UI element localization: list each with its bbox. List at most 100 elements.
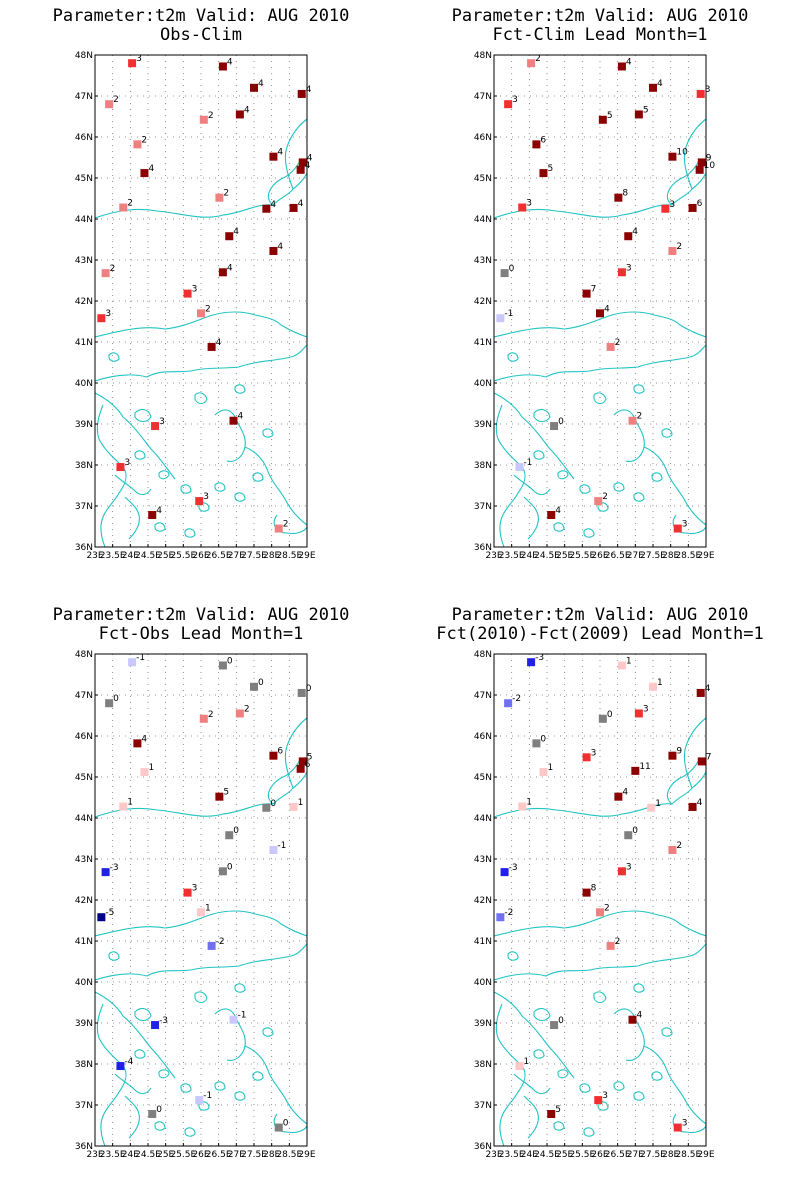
station-marker: 8 (614, 189, 628, 202)
lon-tick-label: 26E (591, 1150, 608, 1160)
station-square (274, 1123, 283, 1132)
station-square (297, 688, 306, 697)
station-marker: 6 (296, 760, 311, 773)
lat-tick-label: 48N (474, 650, 492, 660)
station-marker: 5 (598, 111, 613, 124)
station-marker: 9 (697, 153, 712, 167)
station-marker: -1 (496, 309, 513, 323)
station-square (235, 709, 244, 718)
station-marker: 5 (215, 788, 229, 801)
station-value-label: 6 (540, 135, 546, 145)
lat-tick-label: 39N (474, 420, 492, 430)
station-marker: -3 (527, 653, 544, 667)
station-square (617, 661, 626, 670)
station-square (269, 751, 278, 760)
station-marker: 1 (539, 763, 553, 777)
station-square (696, 89, 705, 98)
lat-tick-label: 36N (474, 543, 492, 553)
station-marker: 1 (140, 763, 154, 777)
lon-ticks: 23E23.5E24E24.5E25E25.5E26E26.5E27E27.5E… (485, 1143, 715, 1160)
station-square (518, 203, 527, 212)
station-square (673, 1123, 682, 1132)
lat-tick-label: 48N (75, 51, 93, 61)
station-square (518, 802, 527, 811)
station-marker: 4 (229, 412, 244, 425)
coastline (494, 717, 706, 1146)
station-marker: 4 (218, 57, 233, 71)
station-value-label: 4 (697, 798, 703, 808)
lat-tick-label: 44N (75, 215, 93, 225)
station-value-label: 2 (283, 520, 289, 530)
station-value-label: -2 (512, 694, 521, 704)
station-square (289, 203, 298, 212)
station-marker: 2 (119, 199, 133, 212)
station-square (527, 658, 536, 667)
station-value-label: 2 (535, 54, 541, 64)
station-marker: -2 (496, 908, 513, 922)
station-square (649, 682, 657, 691)
station-square (296, 764, 305, 773)
station-square (550, 1021, 559, 1030)
lon-tick-label: 23.5E (499, 1150, 525, 1160)
lat-tick-label: 47N (75, 691, 93, 701)
station-marker: 11 (631, 762, 651, 775)
station-value-label: 4 (258, 79, 264, 89)
station-value-label: -1 (238, 1011, 247, 1021)
station-marker: 0 (105, 694, 119, 708)
station-square (628, 1015, 637, 1024)
station-square (269, 845, 278, 854)
station-value-label: -1 (277, 841, 286, 851)
station-marker: 4 (269, 242, 283, 255)
station-square (606, 941, 615, 950)
station-value-label: 0 (283, 1119, 289, 1129)
lat-tick-label: 37N (75, 1101, 93, 1111)
station-value-label: 0 (632, 826, 638, 836)
station-square (668, 246, 677, 255)
station-square (614, 792, 623, 801)
station-square (207, 342, 216, 351)
station-value-label: 4 (148, 164, 154, 174)
station-marker: 2 (668, 841, 682, 854)
station-value-label: 2 (208, 111, 214, 121)
station-marker: 3 (594, 1091, 608, 1105)
lon-tick-label: 24E (521, 551, 538, 561)
station-value-label: 2 (676, 841, 682, 851)
coastline (494, 118, 706, 547)
station-value-label: 1 (298, 798, 304, 808)
station-square (105, 699, 114, 708)
lat-tick-label: 41N (474, 338, 492, 348)
station-square (195, 1096, 204, 1105)
station-marker: 2 (606, 937, 620, 950)
station-value-label: 4 (705, 684, 711, 694)
station-value-label: -1 (136, 653, 145, 663)
station-value-label: 8 (622, 189, 628, 199)
station-square (634, 110, 643, 119)
station-marker: 2 (628, 412, 642, 425)
lat-tick-label: 45N (75, 773, 93, 783)
station-value-label: 5 (555, 1105, 561, 1115)
station-square (225, 232, 234, 241)
lat-ticks: 36N 37N 38N 39N 40N 41N 42N 43N 44N 45N 46N 47N 48N (75, 51, 98, 553)
lat-tick-label: 40N (474, 379, 492, 389)
station-value-label: -1 (504, 309, 513, 319)
lon-tick-label: 26.5E (206, 1150, 232, 1160)
station-value-label: 4 (233, 227, 239, 237)
station-square (628, 416, 637, 425)
station-square (218, 661, 227, 670)
lon-ticks: 23E23.5E24E24.5E25E25.5E26E26.5E27E27.5E… (86, 544, 316, 561)
station-square (673, 524, 682, 533)
station-square (197, 309, 205, 318)
station-value-label: -3 (110, 863, 119, 873)
station-square (696, 688, 705, 697)
station-marker: 3 (116, 458, 130, 472)
station-marker: -1 (195, 1091, 212, 1105)
station-value-label: 3 (682, 1119, 688, 1129)
station-marker: 1 (647, 799, 661, 812)
lat-tick-label: 37N (75, 502, 93, 512)
station-value-label: 3 (136, 54, 142, 64)
station-square (119, 802, 128, 811)
station-square (250, 682, 258, 691)
station-square (624, 831, 633, 840)
lon-tick-label: 24E (122, 551, 139, 561)
lon-tick-label: 23E (485, 1150, 502, 1160)
